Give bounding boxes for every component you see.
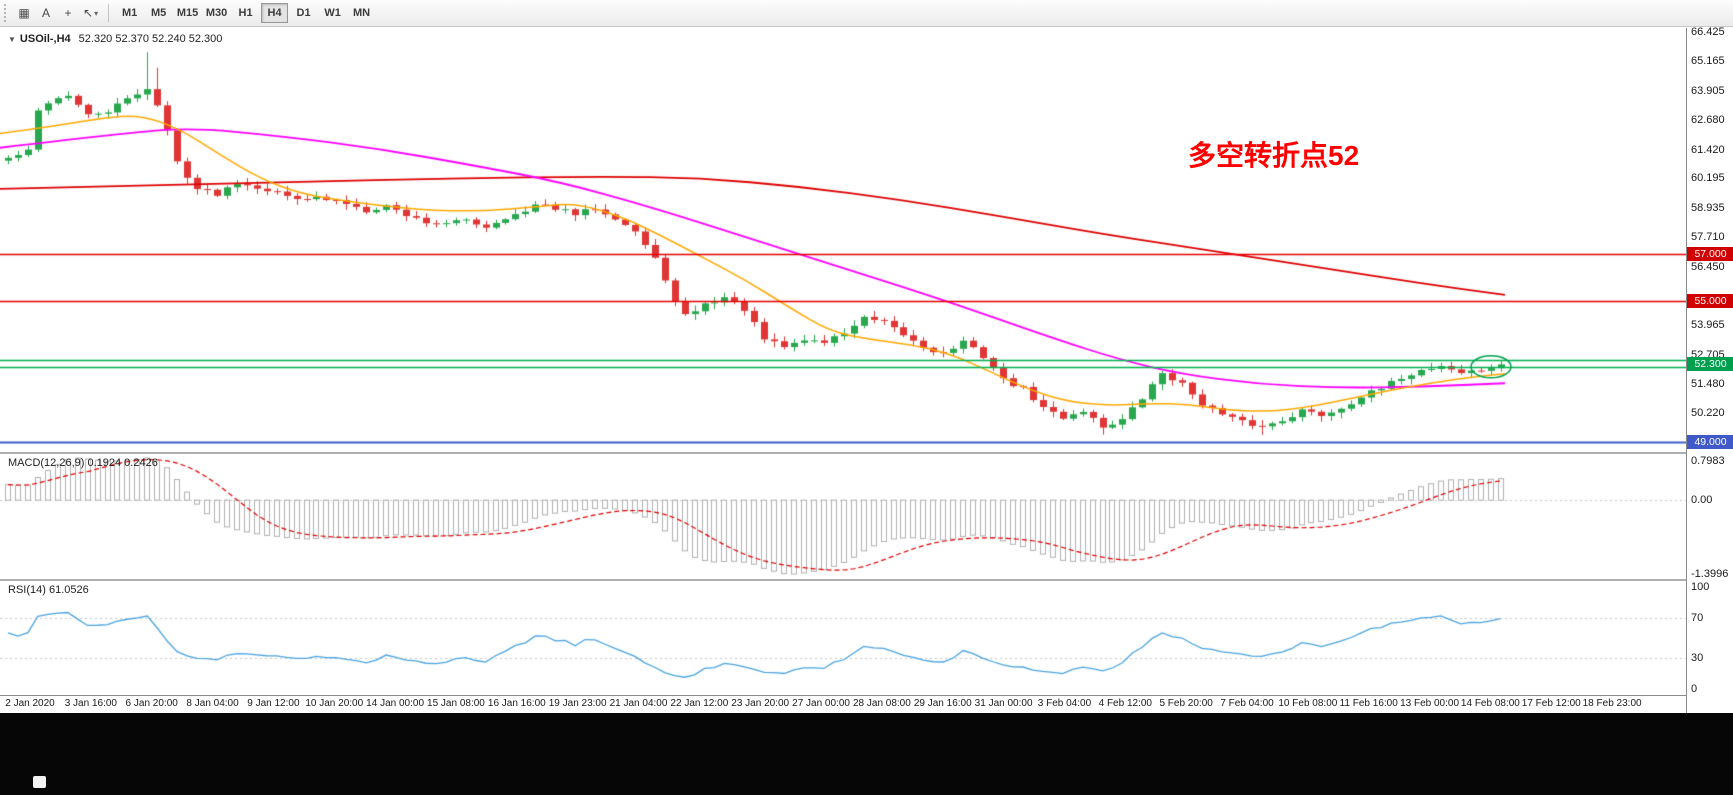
time-axis-label: 11 Feb 16:00 (1339, 698, 1398, 709)
time-axis-label: 10 Feb 08:00 (1278, 698, 1338, 709)
rsi-scale-label: 100 (1691, 581, 1710, 593)
price-scale-label: 56.450 (1691, 260, 1725, 273)
time-axis[interactable]: 2 Jan 2020 3 Jan 16:00 6 Jan 20:00 8 Jan 04… (0, 696, 1733, 713)
time-axis-label: 15 Jan 08:00 (427, 698, 485, 709)
price-scale-label: 66.425 (1691, 25, 1725, 38)
timeframe-h1[interactable]: H1 (238, 7, 253, 19)
time-axis-label: 3 Jan 16:00 (64, 698, 117, 709)
timeframe-m15[interactable]: M15 (176, 7, 199, 19)
annotation-text[interactable]: 多空转折点52 (1188, 140, 1360, 171)
timeframe-w1[interactable]: W1 (324, 7, 341, 19)
timeframe-m1[interactable]: M1 (121, 7, 138, 19)
time-axis-label: 4 Feb 12:00 (1098, 698, 1152, 709)
time-axis-label: 17 Feb 12:00 (1521, 698, 1581, 709)
taskbar[interactable] (0, 713, 1733, 795)
timeframe-d1[interactable]: D1 (296, 7, 311, 19)
macd-panel: MACD(12,26,9) 0.1924 0.2426 (0, 454, 1733, 579)
pointer-tool-icon[interactable]: ↖ ▾ (83, 6, 99, 20)
price-scale-label: 63.905 (1691, 85, 1725, 98)
macd-label: MACD(12,26,9) 0.1924 0.2426 (8, 457, 158, 469)
time-axis-label: 23 Jan 20:00 (731, 698, 790, 709)
price-line-badge: 55.000 (1687, 293, 1733, 308)
panel-splitter-rsi[interactable] (0, 579, 1733, 581)
time-axis-label: 8 Jan 04:00 (186, 698, 239, 709)
toolbar-separator (108, 4, 110, 22)
time-axis-label: 5 Feb 20:00 (1159, 698, 1213, 709)
price-line-badge: 52.300 (1687, 357, 1733, 372)
symbol-timeframe: USOil-,H4 (19, 33, 71, 45)
price-scale-label: 51.480 (1691, 377, 1725, 390)
dropdown-caret-icon: ▾ (94, 8, 99, 18)
time-axis-label: 31 Jan 00:00 (974, 698, 1033, 709)
panel-splitter-macd[interactable] (0, 452, 1733, 454)
chart-window-icon[interactable]: ▦ (18, 6, 30, 20)
toolbar-drag-handle[interactable] (4, 4, 9, 22)
time-axis-label: 29 Jan 16:00 (913, 698, 972, 709)
rsi-label: RSI(14) 61.0526 (8, 584, 89, 596)
timeframe-m30[interactable]: M30 (205, 7, 228, 19)
rsi-scale-label: 0 (1691, 683, 1698, 695)
time-axis-label: 3 Feb 04:00 (1037, 698, 1092, 709)
ohlc-quote: 52.320 52.370 52.240 52.300 (78, 33, 223, 45)
price-scale-label: 58.935 (1691, 202, 1725, 215)
price-scale-label: 61.420 (1691, 143, 1725, 156)
macd-indicator-canvas[interactable] (0, 454, 1686, 579)
time-axis-label: 27 Jan 00:00 (792, 698, 850, 709)
timeframe-h4[interactable]: H4 (261, 3, 289, 23)
toolbar: ▦ A + ↖ ▾ M1 M5 M15 M30 H1 H4 D1 W1 MN (0, 0, 1733, 27)
time-axis-label: 6 Jan 20:00 (125, 698, 178, 709)
time-axis-label: 10 Jan 20:00 (305, 698, 364, 709)
chart-title: ▼ USOil-,H4 52.320 52.370 52.240 52.300 (8, 33, 222, 45)
crosshair-tool-icon[interactable]: + (64, 6, 72, 20)
time-axis-label: 16 Jan 16:00 (487, 698, 546, 709)
price-scale-label: 60.195 (1691, 172, 1725, 185)
price-line-badge: 57.000 (1687, 246, 1733, 261)
time-axis-label: 22 Jan 12:00 (670, 698, 729, 709)
price-scale-label: 53.965 (1691, 319, 1725, 332)
macd-scale-zero: 0.00 (1691, 494, 1713, 507)
price-scale-label: 50.220 (1691, 407, 1725, 420)
time-axis-label: 13 Feb 00:00 (1400, 698, 1460, 709)
font-tool-icon[interactable]: A (41, 6, 50, 20)
rsi-indicator-canvas[interactable] (0, 581, 1686, 695)
taskbar-icon[interactable] (33, 776, 46, 788)
timeframe-buttons: M1 M5 M15 M30 H1 H4 D1 W1 MN (115, 3, 376, 23)
main-chart-canvas[interactable] (0, 28, 1686, 452)
macd-scale-max: 0.7983 (1691, 455, 1725, 467)
price-line-badge: 49.000 (1687, 435, 1733, 450)
time-axis-label: 9 Jan 12:00 (247, 698, 300, 709)
timeframe-m5[interactable]: M5 (150, 7, 167, 19)
main-chart-panel: ▼ USOil-,H4 52.320 52.370 52.240 52.300 … (0, 28, 1733, 452)
timeframe-mn[interactable]: MN (353, 7, 371, 19)
time-axis-label: 7 Feb 04:00 (1220, 698, 1274, 709)
time-axis-label: 19 Jan 23:00 (548, 698, 607, 709)
toolbar-tools: ▦ A + ↖ ▾ (13, 3, 102, 24)
time-axis-label: 2 Jan 2020 (5, 698, 55, 709)
time-axis-label: 14 Jan 00:00 (366, 698, 425, 709)
time-axis-label: 28 Jan 08:00 (852, 698, 911, 709)
time-axis-label: 18 Feb 23:00 (1582, 698, 1642, 709)
macd-scale-min: -1.3996 (1691, 568, 1729, 580)
rsi-panel: RSI(14) 61.0526 (0, 581, 1733, 695)
price-scale-label: 57.710 (1691, 231, 1725, 243)
rsi-scale-label: 70 (1691, 611, 1704, 624)
symbol-dropdown-icon[interactable]: ▼ (8, 34, 16, 44)
rsi-scale-label: 30 (1691, 652, 1704, 665)
price-scale[interactable]: 66.425 65.165 63.905 62.680 61.420 60.195 58.9… (1686, 25, 1733, 713)
time-axis-line (0, 695, 1733, 696)
price-scale-label: 65.165 (1691, 55, 1725, 68)
time-axis-label: 21 Jan 04:00 (609, 698, 668, 709)
price-scale-label: 62.680 (1691, 113, 1725, 126)
time-axis-label: 14 Feb 08:00 (1460, 698, 1520, 709)
